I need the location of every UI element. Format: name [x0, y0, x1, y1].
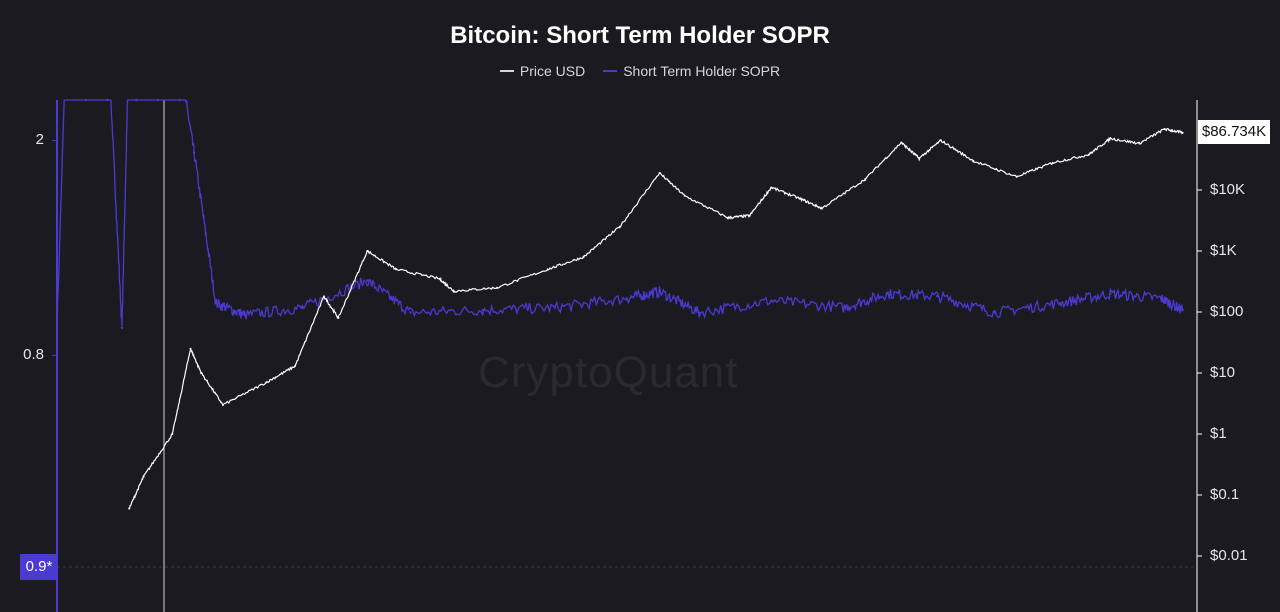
price-point [452, 290, 455, 293]
sopr-point [192, 151, 196, 154]
price-point [200, 372, 203, 374]
series-line-price[interactable] [128, 127, 1184, 510]
legend-swatch-price [499, 70, 514, 72]
price-point [366, 250, 369, 252]
price-point [1181, 131, 1184, 134]
sopr-point [55, 326, 59, 329]
left-tick-label: 2 [35, 131, 44, 149]
price-point [939, 139, 942, 142]
sopr-point [1181, 308, 1184, 312]
price-point [337, 316, 340, 319]
price-current-value-badge: $86.734K [1198, 120, 1270, 144]
price-point [900, 141, 903, 144]
price-point [294, 365, 297, 367]
sopr-point [135, 98, 138, 102]
price-point [142, 475, 145, 478]
legend-label-price: Price USD [519, 63, 586, 79]
chart-title: Bitcoin: Short Term Holder SOPR [450, 22, 830, 49]
price-point [546, 268, 549, 271]
right-tick-label: $10K [1210, 181, 1246, 198]
sopr-point [84, 98, 88, 102]
right-tick-label: $100 [1210, 303, 1244, 320]
legend-swatch-sopr [603, 70, 618, 72]
sopr-point [885, 292, 888, 295]
sopr-point [993, 311, 997, 314]
price-point [496, 286, 499, 289]
price-point [438, 277, 441, 280]
price-point [820, 207, 823, 210]
right-tick-label: $10 [1210, 364, 1236, 381]
sopr-point [842, 306, 845, 309]
left-tick-label: 0.8 [23, 346, 44, 364]
sopr-point [301, 306, 304, 309]
price-point [128, 507, 131, 510]
sopr-point [1159, 297, 1163, 300]
sopr-point [106, 98, 109, 102]
sopr-point [178, 98, 181, 102]
sopr-point [156, 98, 160, 102]
sopr-point [243, 313, 246, 317]
price-point [395, 268, 398, 271]
legend-item-price[interactable]: Price USD [499, 63, 586, 79]
sopr-point [120, 326, 124, 329]
sopr-point [698, 311, 701, 314]
price-point [189, 347, 192, 350]
watermark: CryptoQuant [478, 348, 739, 397]
price-point [221, 403, 224, 406]
price-point [1087, 153, 1090, 156]
sopr-point [658, 290, 661, 293]
price-point [618, 225, 621, 228]
sopr-point [366, 279, 369, 282]
legend-item-sopr[interactable]: Short Term Holder SOPR [603, 63, 780, 79]
price-point [1015, 175, 1018, 178]
sopr-point [481, 308, 484, 312]
sopr-point [936, 294, 939, 298]
sopr-current-value-badge: 0.9* [20, 554, 58, 580]
right-tick-label: $1K [1210, 242, 1237, 259]
right-tick-label: $1 [1210, 425, 1227, 442]
sopr-point [409, 311, 412, 314]
price-point [972, 159, 975, 162]
price-point [1163, 128, 1166, 130]
price-point [1138, 142, 1141, 145]
price-point [171, 433, 174, 435]
series-line-sopr[interactable] [56, 99, 1184, 334]
price-point [683, 194, 686, 197]
sopr-point [1058, 301, 1062, 305]
price-point [582, 255, 585, 258]
price-point [748, 214, 751, 217]
price-point [727, 216, 729, 219]
sopr-point [770, 299, 773, 302]
price-point [323, 295, 325, 298]
price-point [658, 172, 661, 174]
right-tick-label: $0.1 [1210, 486, 1240, 503]
price-point [1109, 137, 1112, 140]
price-point [265, 381, 268, 384]
price-point [770, 186, 773, 189]
legend-label-sopr: Short Term Holder SOPR [623, 63, 781, 79]
sopr-point [625, 297, 629, 300]
sopr-point [1109, 292, 1112, 295]
price-point [799, 197, 802, 200]
price-point [918, 157, 921, 160]
price-point [864, 178, 867, 181]
sopr-point [553, 306, 556, 309]
right-tick-label: $0.01 [1210, 547, 1248, 564]
sopr-point [214, 301, 217, 305]
price-point [1051, 161, 1054, 164]
legend: Price USD Short Term Holder SOPR [0, 63, 1280, 79]
